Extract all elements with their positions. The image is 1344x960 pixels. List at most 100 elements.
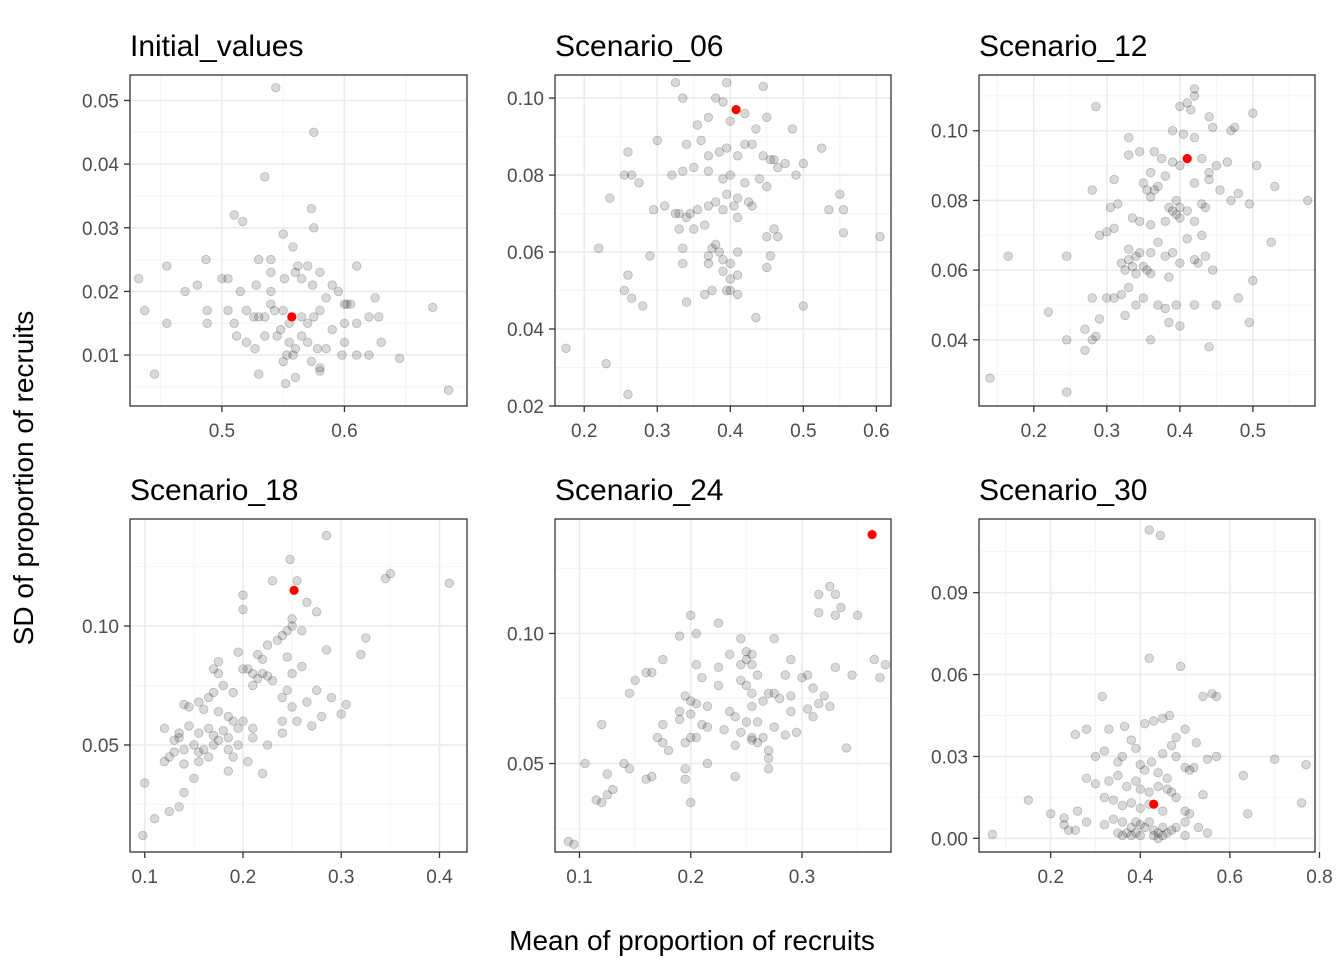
- data-point: [370, 293, 380, 303]
- data-point: [711, 197, 721, 207]
- data-point: [736, 727, 746, 738]
- data-point: [1302, 195, 1313, 206]
- data-point: [718, 204, 728, 215]
- data-point: [327, 280, 337, 290]
- data-point: [179, 787, 189, 798]
- highlight-point: [287, 312, 297, 322]
- data-point: [297, 661, 307, 672]
- y-tick-label: 0.05: [82, 736, 119, 757]
- data-point: [602, 769, 613, 779]
- data-point: [1200, 202, 1211, 213]
- data-point: [248, 723, 258, 734]
- y-tick-label: 0.05: [507, 755, 544, 776]
- data-point: [1109, 223, 1119, 234]
- data-point: [282, 350, 292, 360]
- data-point: [1197, 153, 1207, 164]
- x-tick-label: 0.5: [790, 421, 816, 442]
- data-point: [1211, 691, 1222, 702]
- data-point: [686, 732, 696, 743]
- data-point: [645, 251, 655, 261]
- data-point: [352, 261, 362, 271]
- data-point: [159, 723, 170, 734]
- data-point: [1043, 307, 1054, 317]
- data-point: [747, 735, 757, 745]
- data-point: [1108, 795, 1119, 805]
- data-point: [238, 590, 248, 600]
- data-point: [762, 231, 772, 242]
- data-point: [1144, 653, 1154, 663]
- data-point: [1045, 809, 1056, 819]
- data-point: [1061, 251, 1072, 261]
- data-point: [707, 285, 717, 296]
- data-point: [376, 337, 386, 348]
- panel-background: [130, 75, 467, 406]
- panel-background: [979, 519, 1315, 852]
- data-point: [1148, 830, 1159, 841]
- y-tick-label: 0.06: [931, 261, 968, 282]
- data-point: [228, 687, 238, 698]
- data-point: [623, 147, 633, 157]
- data-point: [1166, 787, 1177, 797]
- data-point: [769, 634, 779, 644]
- data-point: [202, 318, 212, 329]
- y-tick-label: 0.06: [507, 243, 544, 264]
- data-point: [730, 712, 740, 722]
- data-point: [1140, 719, 1150, 729]
- data-point: [641, 774, 651, 784]
- data-point: [352, 318, 362, 329]
- x-tick-label: 0.2: [678, 867, 704, 888]
- data-point: [1149, 185, 1160, 195]
- data-point: [787, 124, 798, 134]
- data-point: [1193, 822, 1204, 833]
- data-point: [703, 251, 714, 261]
- highlight-point: [1182, 154, 1192, 164]
- data-point: [1191, 738, 1202, 748]
- data-point: [257, 668, 268, 679]
- data-point: [880, 660, 891, 670]
- data-point: [775, 693, 785, 704]
- data-point: [732, 247, 743, 257]
- scatter-panel-4: Scenario_18 0.1 0.2 0.3 0.4 0.05 0.10: [82, 474, 468, 888]
- data-point: [1189, 132, 1200, 143]
- data-point: [1269, 754, 1280, 764]
- data-point: [277, 716, 288, 726]
- data-point: [830, 662, 841, 673]
- data-point: [1063, 825, 1074, 835]
- data-point: [1244, 199, 1255, 209]
- x-tick-label: 0.2: [1021, 421, 1047, 442]
- data-point: [208, 730, 219, 741]
- data-point: [619, 285, 630, 296]
- data-point: [198, 704, 209, 715]
- data-point: [847, 670, 857, 680]
- data-point: [241, 305, 252, 316]
- data-point: [814, 699, 824, 709]
- data-point: [1160, 303, 1171, 314]
- data-point: [1189, 762, 1199, 773]
- data-point: [1094, 314, 1105, 324]
- data-point: [1091, 331, 1101, 342]
- data-point: [1189, 91, 1200, 101]
- data-point: [1087, 293, 1097, 303]
- data-point: [179, 759, 189, 769]
- data-point: [321, 293, 331, 303]
- panel-border: [554, 74, 892, 407]
- data-point: [838, 204, 849, 215]
- data-point: [1080, 324, 1090, 335]
- data-point: [251, 280, 261, 290]
- data-point: [1171, 792, 1181, 803]
- data-point: [1175, 202, 1185, 213]
- data-point: [169, 735, 179, 745]
- data-point: [1081, 773, 1092, 784]
- data-point: [1134, 146, 1145, 157]
- data-point: [1081, 724, 1092, 734]
- data-point: [732, 212, 743, 223]
- data-point: [765, 251, 776, 261]
- data-point: [835, 189, 845, 200]
- data-point: [773, 231, 783, 242]
- data-point: [702, 758, 713, 769]
- data-point: [297, 626, 307, 636]
- data-point: [730, 771, 740, 782]
- data-point: [249, 312, 259, 322]
- data-point: [1160, 216, 1171, 227]
- data-point: [321, 530, 332, 541]
